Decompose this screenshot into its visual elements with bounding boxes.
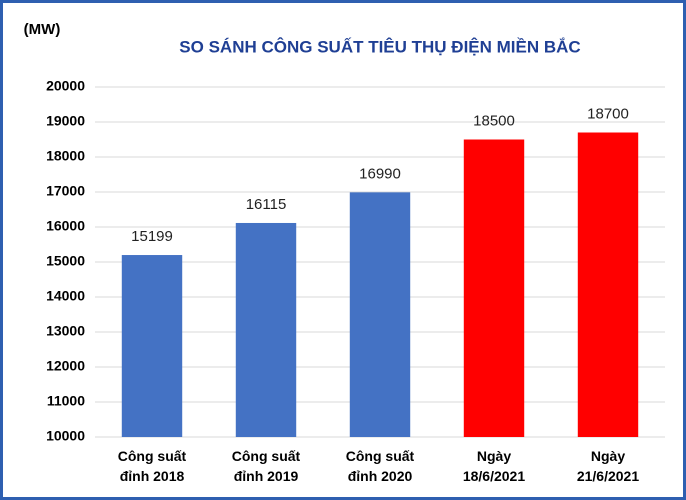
y-tick-label: 13000	[46, 323, 85, 339]
y-tick-label: 12000	[46, 358, 85, 374]
x-tick-line: Ngày	[477, 448, 511, 464]
y-tick-label: 10000	[46, 428, 85, 444]
x-tick-line: Ngày	[591, 448, 625, 464]
y-tick-label: 20000	[46, 78, 85, 94]
value-label: 15199	[131, 228, 173, 245]
y-tick-label: 16000	[46, 218, 85, 234]
y-tick-label: 19000	[46, 113, 85, 129]
bar	[577, 132, 639, 437]
bar	[235, 222, 297, 437]
x-tick-line: 18/6/2021	[463, 468, 525, 484]
value-label: 16990	[359, 165, 401, 182]
value-label: 18500	[473, 112, 515, 129]
x-tick-label: Công suất đỉnh 2018	[118, 448, 187, 484]
x-tick-line: đỉnh 2019	[234, 468, 299, 484]
value-label: 18700	[587, 105, 629, 122]
y-tick-label: 11000	[47, 393, 85, 409]
x-tick-label: Ngày 21/6/2021	[577, 448, 639, 484]
y-tick-label: 14000	[46, 288, 85, 304]
x-tick-line: đỉnh 2018	[120, 468, 185, 484]
x-tick-line: đỉnh 2020	[348, 468, 413, 484]
x-tick-line: 21/6/2021	[577, 468, 639, 484]
y-tick-label: 15000	[46, 253, 85, 269]
chart-title: SO SÁNH CÔNG SUẤT TIÊU THỤ ĐIỆN MIỀN BẮC	[179, 37, 580, 56]
y-tick-label: 18000	[46, 148, 85, 164]
x-tick-line: Công suất	[232, 448, 301, 464]
bar	[349, 192, 411, 437]
x-tick-line: Công suất	[118, 448, 187, 464]
bar	[463, 139, 525, 437]
y-tick-label: 17000	[46, 183, 85, 199]
x-tick-line: Công suất	[346, 448, 415, 464]
y-axis-label: (MW)	[24, 21, 61, 38]
value-label: 16115	[246, 196, 287, 213]
bar	[121, 255, 183, 437]
x-tick-label: Công suất đỉnh 2019	[232, 448, 301, 484]
x-tick-label: Ngày 18/6/2021	[463, 448, 525, 484]
x-tick-label: Công suất đỉnh 2020	[346, 448, 415, 484]
